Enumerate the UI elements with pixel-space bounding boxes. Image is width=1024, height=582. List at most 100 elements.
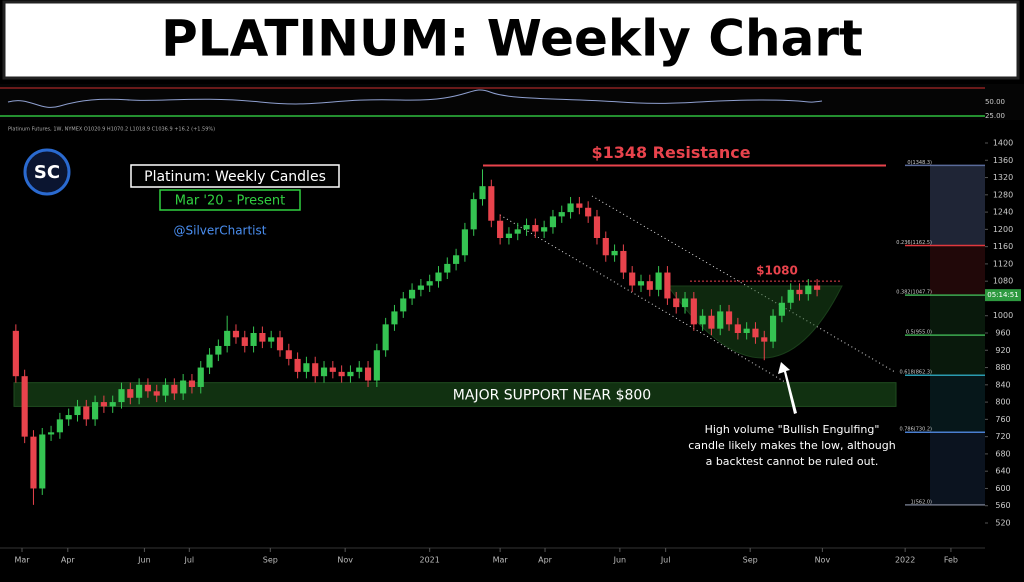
- rsi-tick-label: 25.00: [985, 112, 1005, 120]
- candle-body: [497, 220, 504, 238]
- candle-body: [725, 311, 733, 325]
- fib-label: 0.786(730.2): [899, 427, 932, 433]
- candle-body: [646, 281, 653, 290]
- candle-body: [303, 363, 310, 372]
- y-tick-label: 800: [995, 398, 1010, 407]
- rsi-line-decoration: [7, 89, 823, 108]
- candle-body: [514, 229, 521, 234]
- candle-body: [796, 289, 803, 295]
- info-box-title: Platinum: Weekly Candles: [144, 169, 326, 185]
- candle-body: [12, 330, 19, 377]
- y-tick-label: 760: [995, 415, 1010, 424]
- y-tick-label: 1320: [993, 173, 1013, 182]
- candle-body: [532, 225, 539, 232]
- date-range: Mar '20 - Present: [175, 194, 286, 209]
- candle-body: [109, 402, 116, 407]
- fib-band: [930, 335, 985, 376]
- candle-body: [215, 345, 222, 355]
- y-tick-label: 680: [995, 449, 1010, 458]
- candle-body: [171, 384, 178, 394]
- fib-band: [930, 432, 985, 505]
- note-line: candle likely makes the low, although: [688, 439, 896, 452]
- support-label: MAJOR SUPPORT NEAR $800: [453, 388, 651, 404]
- candle-body: [232, 330, 240, 338]
- x-tick-label: Mar: [14, 556, 30, 565]
- rsi-tick-label: 50.00: [985, 98, 1005, 106]
- y-tick-label: 1280: [993, 190, 1013, 199]
- note-arrow: [778, 362, 797, 414]
- candle-body: [778, 302, 785, 316]
- candle-body: [259, 333, 266, 342]
- candle-body: [100, 402, 107, 407]
- candle-body: [488, 186, 495, 221]
- handle: @SilverChartist: [174, 224, 267, 238]
- candle-body: [74, 406, 81, 416]
- y-tick-label: 640: [995, 467, 1010, 476]
- candle-body: [373, 350, 380, 381]
- y-tick-label: 1240: [993, 208, 1013, 217]
- candle-body: [699, 315, 706, 325]
- y-tick-label: 560: [995, 501, 1010, 510]
- y-tick-label: 520: [995, 519, 1010, 528]
- y-tick-label: 920: [995, 346, 1010, 355]
- y-tick-label: 1160: [993, 242, 1013, 251]
- fib-band: [930, 295, 985, 336]
- candle-body: [593, 216, 601, 238]
- candle-body: [56, 419, 63, 433]
- candle-body: [620, 250, 627, 273]
- candle-body: [180, 380, 187, 394]
- fib-label: 0(1348.3): [907, 160, 932, 166]
- candle-body: [65, 415, 72, 420]
- candle-body: [250, 333, 257, 346]
- y-tick-label: 1360: [993, 156, 1013, 165]
- x-tick-label: Feb: [944, 556, 958, 565]
- y-tick-label: 1400: [993, 139, 1013, 148]
- logo: [23, 148, 71, 196]
- candle-body: [637, 281, 645, 286]
- candle-body: [585, 207, 592, 217]
- candle-body: [92, 402, 99, 420]
- y-tick-label: 960: [995, 329, 1010, 338]
- ticker-line: Platinum Futures, 1W, NYMEX O1020.9 H107…: [8, 127, 215, 133]
- candle-body: [338, 371, 345, 377]
- x-tick-label: Nov: [337, 556, 353, 565]
- candle-body: [162, 384, 169, 396]
- candle-body: [391, 311, 398, 325]
- candle-body: [39, 434, 46, 489]
- fib-band: [930, 375, 985, 433]
- candle-body: [435, 272, 442, 282]
- fib-label: 0.618(862.3): [899, 370, 932, 376]
- candle-body: [400, 298, 407, 312]
- logo-text: SC: [34, 162, 60, 183]
- candle-body: [611, 250, 618, 256]
- candle-body: [558, 212, 565, 217]
- candle-body: [541, 227, 548, 232]
- fib-band: [930, 245, 985, 296]
- candle-body: [761, 337, 768, 342]
- candle-body: [805, 285, 812, 295]
- candle-body: [294, 358, 301, 372]
- candle-body: [461, 229, 468, 256]
- candle-body: [814, 285, 821, 290]
- candle-body: [602, 238, 609, 256]
- candle-body: [479, 186, 486, 200]
- y-tick-label: 880: [995, 363, 1010, 372]
- candle-body: [408, 289, 416, 299]
- y-tick-label: 600: [995, 484, 1010, 493]
- date-box: [159, 189, 301, 211]
- resistance-label: $1348 Resistance: [591, 143, 750, 162]
- candle-body: [356, 367, 363, 372]
- candle-body: [717, 311, 724, 329]
- candle-body: [276, 337, 284, 351]
- countdown-box: [985, 289, 1021, 302]
- candle-body: [769, 315, 777, 342]
- candle-body: [444, 263, 451, 273]
- candle-body: [470, 199, 477, 230]
- candle-body: [664, 272, 671, 299]
- candle-body: [673, 298, 680, 308]
- candle-body: [681, 298, 689, 308]
- countdown: 05:14:51: [987, 291, 1018, 299]
- candle-body: [153, 391, 160, 396]
- note-line: a backtest cannot be ruled out.: [706, 455, 879, 468]
